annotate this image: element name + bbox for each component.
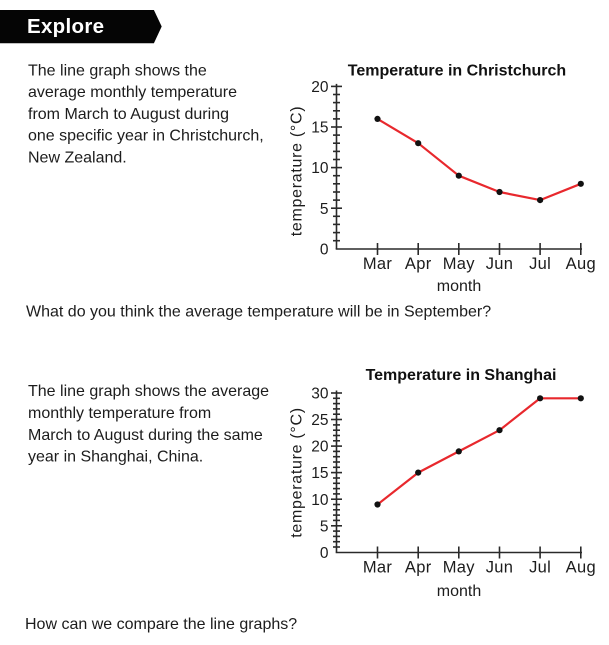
svg-text:Temperature in Shanghai: Temperature in Shanghai <box>366 367 557 384</box>
svg-text:New Zealand.: New Zealand. <box>28 150 127 167</box>
svg-text:30: 30 <box>311 386 329 403</box>
svg-text:Mar: Mar <box>363 255 393 273</box>
svg-text:May: May <box>443 558 476 576</box>
svg-text:The line graph shows the avera: The line graph shows the average <box>28 383 269 400</box>
svg-text:one specific year in Christchu: one specific year in Christchurch, <box>28 128 264 145</box>
svg-text:20: 20 <box>311 439 329 456</box>
svg-text:Jul: Jul <box>529 255 551 273</box>
svg-text:10: 10 <box>311 492 329 509</box>
svg-text:10: 10 <box>311 160 329 177</box>
svg-text:15: 15 <box>311 120 328 137</box>
svg-text:May: May <box>443 255 476 273</box>
svg-text:Mar: Mar <box>363 558 393 576</box>
svg-text:0: 0 <box>320 241 329 258</box>
svg-text:Jun: Jun <box>486 558 514 576</box>
svg-text:5: 5 <box>320 518 329 535</box>
svg-text:month: month <box>437 583 481 600</box>
svg-text:Explore: Explore <box>27 15 104 38</box>
svg-text:Apr: Apr <box>405 558 432 576</box>
svg-text:Apr: Apr <box>405 255 432 273</box>
svg-text:What do you think the average: What do you think the average temperatur… <box>26 304 491 321</box>
svg-text:month: month <box>437 278 481 295</box>
svg-text:20: 20 <box>311 79 329 96</box>
svg-text:Jun: Jun <box>486 255 514 273</box>
svg-text:March to August during the sam: March to August during the same <box>28 427 263 444</box>
svg-text:average monthly temperature: average monthly temperature <box>28 84 237 101</box>
svg-text:Aug: Aug <box>566 558 596 576</box>
svg-text:monthly temperature from: monthly temperature from <box>28 405 211 422</box>
svg-text:Aug: Aug <box>566 255 596 273</box>
svg-text:How can we compare the line gr: How can we compare the line graphs? <box>25 616 297 633</box>
svg-text:year in Shanghai, China.: year in Shanghai, China. <box>28 449 203 466</box>
svg-text:5: 5 <box>320 201 329 218</box>
svg-text:from March to August during: from March to August during <box>28 106 229 123</box>
svg-text:0: 0 <box>320 545 329 562</box>
svg-text:temperature (°C): temperature (°C) <box>289 407 306 538</box>
svg-text:The line graph shows the: The line graph shows the <box>28 62 207 79</box>
svg-text:Temperature in Christchurch: Temperature in Christchurch <box>348 63 566 80</box>
svg-text:Jul: Jul <box>529 558 551 576</box>
svg-text:25: 25 <box>311 412 328 429</box>
svg-text:temperature (°C): temperature (°C) <box>289 106 306 237</box>
svg-text:15: 15 <box>311 465 328 482</box>
